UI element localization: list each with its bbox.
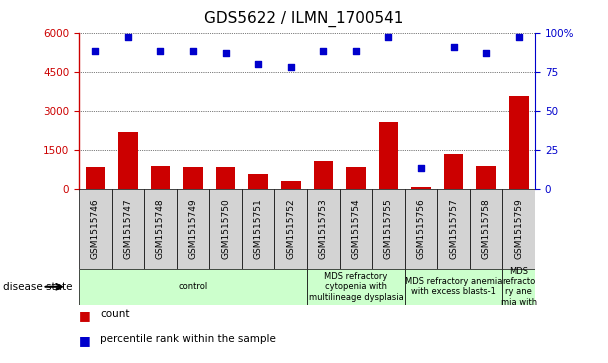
Bar [209,189,242,269]
Text: ■: ■ [79,334,91,347]
Text: ■: ■ [79,309,91,322]
Bar [307,269,405,305]
Point [188,49,198,54]
Bar [411,187,431,189]
Bar [307,189,340,269]
Text: GSM1515753: GSM1515753 [319,198,328,259]
Bar [274,189,307,269]
Text: GSM1515749: GSM1515749 [188,198,198,259]
Point [286,64,295,70]
Point [384,34,393,40]
Bar [470,189,502,269]
Bar [281,182,300,189]
Bar [118,131,137,189]
Bar [340,189,372,269]
Point [254,61,263,67]
Bar [314,162,333,189]
Point [351,49,361,54]
Bar [346,167,365,189]
Point [221,50,230,56]
Point [514,34,523,40]
Text: disease state: disease state [4,282,73,292]
Bar [183,167,203,189]
Bar [144,189,177,269]
Point [319,49,328,54]
Text: control: control [178,282,208,291]
Text: GSM1515747: GSM1515747 [123,198,133,259]
Text: GSM1515756: GSM1515756 [416,198,426,259]
Text: MDS refractory anemia
with excess blasts-1: MDS refractory anemia with excess blasts… [405,277,502,297]
Text: MDS refractory
cytopenia with
multilineage dysplasia: MDS refractory cytopenia with multilinea… [308,272,403,302]
Bar [216,167,235,189]
Bar [379,122,398,189]
Text: GSM1515746: GSM1515746 [91,198,100,259]
Bar [405,269,502,305]
Bar [437,189,470,269]
Point [156,49,165,54]
Bar [242,189,274,269]
Text: GSM1515758: GSM1515758 [482,198,491,259]
Text: GSM1515751: GSM1515751 [254,198,263,259]
Text: GDS5622 / ILMN_1700541: GDS5622 / ILMN_1700541 [204,11,404,27]
Bar [249,175,268,189]
Text: GSM1515752: GSM1515752 [286,198,295,259]
Text: GSM1515754: GSM1515754 [351,198,361,259]
Point [449,44,458,50]
Bar [405,189,437,269]
Bar [151,166,170,189]
Text: GSM1515748: GSM1515748 [156,198,165,259]
Point [416,166,426,171]
Text: percentile rank within the sample: percentile rank within the sample [100,334,276,344]
Text: GSM1515755: GSM1515755 [384,198,393,259]
Point [91,49,100,54]
Text: GSM1515750: GSM1515750 [221,198,230,259]
Point [482,50,491,56]
Text: MDS
refracto
ry ane
mia with: MDS refracto ry ane mia with [501,267,537,307]
Bar [177,189,209,269]
Bar [477,166,496,189]
Bar [79,269,307,305]
Point [123,34,133,40]
Bar [86,167,105,189]
Bar [502,189,535,269]
Bar [444,154,463,189]
Text: count: count [100,309,130,319]
Bar [502,269,535,305]
Bar [112,189,144,269]
Bar [79,189,112,269]
Text: GSM1515759: GSM1515759 [514,198,523,259]
Bar [372,189,405,269]
Text: GSM1515757: GSM1515757 [449,198,458,259]
Bar [509,97,528,189]
